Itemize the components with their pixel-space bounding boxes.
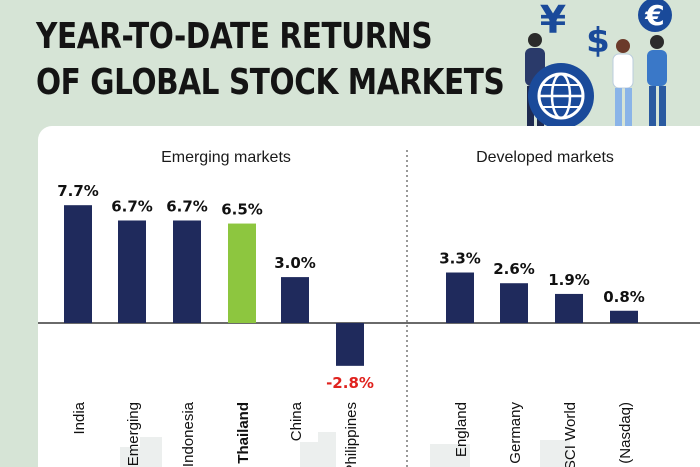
bar-england xyxy=(446,272,474,323)
category-label: China xyxy=(288,401,305,441)
category-label: Philippines xyxy=(343,402,360,467)
value-label: 7.7% xyxy=(57,182,99,200)
bar-india xyxy=(64,205,92,323)
svg-text:¥: ¥ xyxy=(540,0,566,42)
globe-icon xyxy=(528,63,594,129)
bar-msci-world xyxy=(555,293,583,323)
title-line-2: OF GLOBAL STOCK MARKETS xyxy=(36,62,505,103)
group-label-emerging: Emerging markets xyxy=(161,149,291,166)
category-label: US (Nasdaq) xyxy=(617,402,634,467)
value-label: 2.6% xyxy=(493,260,535,278)
bar-us-nasdaq- xyxy=(610,310,638,323)
chart-panel xyxy=(38,126,700,467)
yen-icon: ¥ xyxy=(540,0,566,42)
value-label: 6.7% xyxy=(166,197,208,215)
category-label: England xyxy=(453,402,470,457)
svg-text:€: € xyxy=(644,0,664,32)
bar-emerging xyxy=(118,220,146,323)
skyline-icon xyxy=(120,432,570,467)
bar-china xyxy=(281,277,309,323)
value-label: 6.5% xyxy=(221,201,263,219)
category-label: Indonesia xyxy=(180,401,197,467)
value-label: 6.7% xyxy=(111,197,153,215)
category-label: MSCI World xyxy=(562,402,579,467)
category-label: Thailand xyxy=(235,402,252,464)
title-line-1: YEAR-TO-DATE RETURNS xyxy=(36,16,433,57)
euro-icon: € xyxy=(638,0,672,32)
value-label: 3.3% xyxy=(439,250,481,268)
chart-title: YEAR-TO-DATE RETURNS OF GLOBAL STOCK MAR… xyxy=(36,14,505,106)
value-label: -2.8% xyxy=(326,374,374,392)
category-label: India xyxy=(71,401,88,434)
bar-thailand xyxy=(228,223,256,323)
bar-philippines xyxy=(336,323,364,366)
group-label-developed: Developed markets xyxy=(476,149,614,166)
value-label: 3.0% xyxy=(274,254,316,272)
category-label: Emerging xyxy=(125,402,142,466)
bar-germany xyxy=(500,283,528,323)
value-label: 1.9% xyxy=(548,271,590,289)
bar-indonesia xyxy=(173,220,201,323)
category-label: Germany xyxy=(507,402,524,464)
svg-text:$: $ xyxy=(586,21,610,61)
dollar-icon: $ xyxy=(586,21,610,61)
currency-illustration: ¥ $ € xyxy=(525,0,672,129)
value-label: 0.8% xyxy=(603,288,645,306)
